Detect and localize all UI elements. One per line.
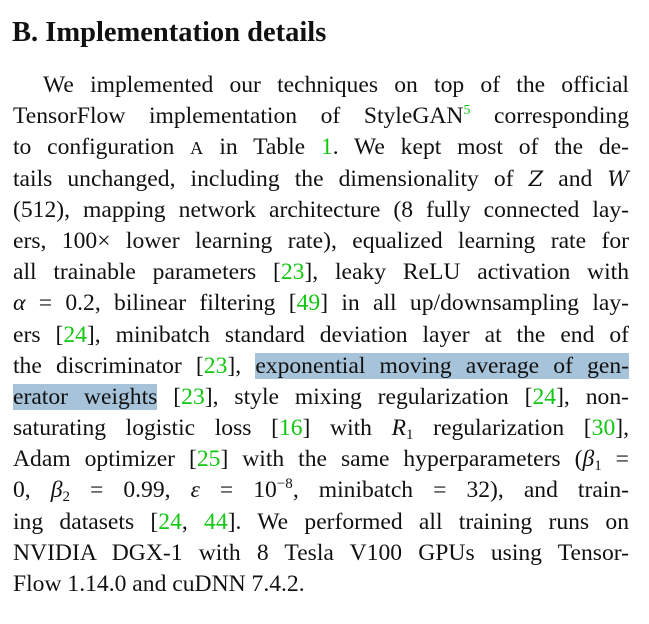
- citation-link[interactable]: 44: [204, 508, 228, 535]
- text-run: ] with the same hyperparameters (: [220, 446, 583, 473]
- beta-symbol: β: [50, 477, 63, 504]
- text-run: = 0.99,: [70, 477, 191, 504]
- text-run: ]. We performed all training runs on: [227, 508, 629, 535]
- section-heading: B. Implementation details: [12, 17, 327, 48]
- text-line-14: 0, β2 = 0.99, ε = 10−8, minibatch = 32),…: [13, 475, 629, 506]
- text-run: = 0.2, bilinear filtering [: [25, 290, 297, 317]
- text-run: to configuration: [13, 134, 191, 161]
- citation-link[interactable]: 25: [196, 446, 221, 473]
- text-line-1: We implemented our techniques on top of …: [13, 70, 629, 101]
- citation-link[interactable]: 49: [296, 290, 321, 317]
- subscript: 2: [62, 489, 71, 506]
- text-run: Flow 1.14.0 and cuDNN 7.4.2.: [13, 571, 305, 597]
- latent-z-symbol: Z: [528, 166, 544, 191]
- text-run: ing datasets [: [13, 508, 159, 535]
- text-line-3: to configuration A in Table 1. We kept m…: [13, 132, 629, 163]
- text-run: saturating logistic loss [: [13, 415, 279, 442]
- text-run: ], leaky ReLU activation with: [304, 259, 630, 286]
- highlighted-text[interactable]: exponential moving average of gen-: [255, 352, 630, 379]
- text-run: tails unchanged, including the dimension…: [13, 165, 529, 192]
- highlighted-text[interactable]: erator weights: [13, 383, 158, 410]
- text-run: ], non-: [556, 383, 630, 410]
- citation-link[interactable]: 23: [181, 383, 205, 410]
- text-run: NVIDIA DGX-1 with 8 Tesla V100 GPUs usin…: [13, 539, 629, 566]
- text-line-15: ing datasets [24, 44]. We performed all …: [13, 507, 629, 538]
- text-line-4: tails unchanged, including the dimension…: [13, 164, 629, 195]
- citation-link[interactable]: 16: [278, 415, 303, 442]
- text-run: [: [157, 383, 182, 410]
- text-run: We implemented our techniques on top of …: [43, 72, 629, 98]
- text-run: the discriminator [: [13, 352, 204, 379]
- text-line-9: ers [24], minibatch standard deviation l…: [13, 320, 629, 351]
- subscript: 1: [594, 458, 602, 475]
- text-run: ], style mixing regularization [: [204, 383, 533, 410]
- text-run: , minibatch = 32), and train-: [292, 477, 630, 504]
- text-line-13: Adam optimizer [25] with the same hyperp…: [13, 444, 629, 475]
- text-line-5: (512), mapping network architecture (8 f…: [13, 195, 629, 226]
- text-run: ers, 100× lower learning rate), equalize…: [13, 227, 629, 254]
- body-paragraph: We implemented our techniques on top of …: [13, 70, 630, 600]
- exponent: −8: [276, 476, 293, 493]
- text-line-7: all trainable parameters [23], leaky ReL…: [13, 257, 629, 288]
- text-run: ers [: [13, 321, 64, 348]
- epsilon-symbol: ε: [190, 477, 200, 504]
- citation-link[interactable]: 24: [63, 321, 87, 348]
- text-line-2: TensorFlow implementation of StyleGAN5 c…: [13, 101, 629, 132]
- text-run: (512), mapping network architecture (8 f…: [13, 196, 629, 223]
- text-run: 0,: [13, 477, 51, 504]
- citation-link[interactable]: 23: [203, 352, 228, 379]
- citation-link[interactable]: 30: [591, 415, 616, 442]
- citation-link[interactable]: 24: [532, 383, 557, 410]
- text-line-12: saturating logistic loss [16] with R1 re…: [13, 413, 629, 444]
- r1-symbol: R: [391, 415, 407, 442]
- citation-link[interactable]: 24: [158, 508, 182, 535]
- text-run: ], minibatch standard deviation layer at…: [86, 321, 629, 348]
- text-line-17: Flow 1.14.0 and cuDNN 7.4.2.: [13, 569, 629, 600]
- text-run: = 10: [199, 477, 277, 504]
- text-run: all trainable parameters [: [13, 259, 281, 286]
- text-run: ,: [181, 508, 205, 535]
- text-line-11: erator weights [23], style mixing regula…: [13, 382, 629, 413]
- text-run: ] with: [302, 415, 392, 442]
- text-run: ],: [615, 415, 629, 442]
- text-run: TensorFlow implementation of StyleGAN: [13, 103, 464, 130]
- text-line-6: ers, 100× lower learning rate), equalize…: [13, 226, 629, 257]
- subscript: 1: [406, 427, 414, 444]
- text-line-10: the discriminator [23], exponential movi…: [13, 351, 630, 382]
- text-run: and: [543, 165, 608, 192]
- text-line-8: α = 0.2, bilinear filtering [49] in all …: [13, 288, 629, 319]
- text-run: =: [601, 446, 629, 473]
- latent-w-symbol: W: [607, 166, 629, 191]
- beta-symbol: β: [582, 446, 595, 473]
- text-run: ],: [227, 352, 256, 379]
- text-run: corresponding: [470, 103, 629, 130]
- alpha-symbol: α: [13, 290, 26, 317]
- config-label: A: [190, 138, 204, 159]
- text-run: regularization [: [413, 415, 592, 442]
- text-run: ] in all up/downsampling lay-: [320, 290, 630, 317]
- text-run: in Table: [203, 134, 321, 161]
- table-ref-link[interactable]: 1: [320, 134, 333, 161]
- text-run: Adam optimizer [: [13, 446, 197, 473]
- text-run: . We kept most of the de-: [332, 134, 629, 161]
- citation-link[interactable]: 23: [280, 259, 305, 286]
- footnote-link[interactable]: 5: [463, 103, 471, 119]
- text-line-16: NVIDIA DGX-1 with 8 Tesla V100 GPUs usin…: [13, 538, 629, 569]
